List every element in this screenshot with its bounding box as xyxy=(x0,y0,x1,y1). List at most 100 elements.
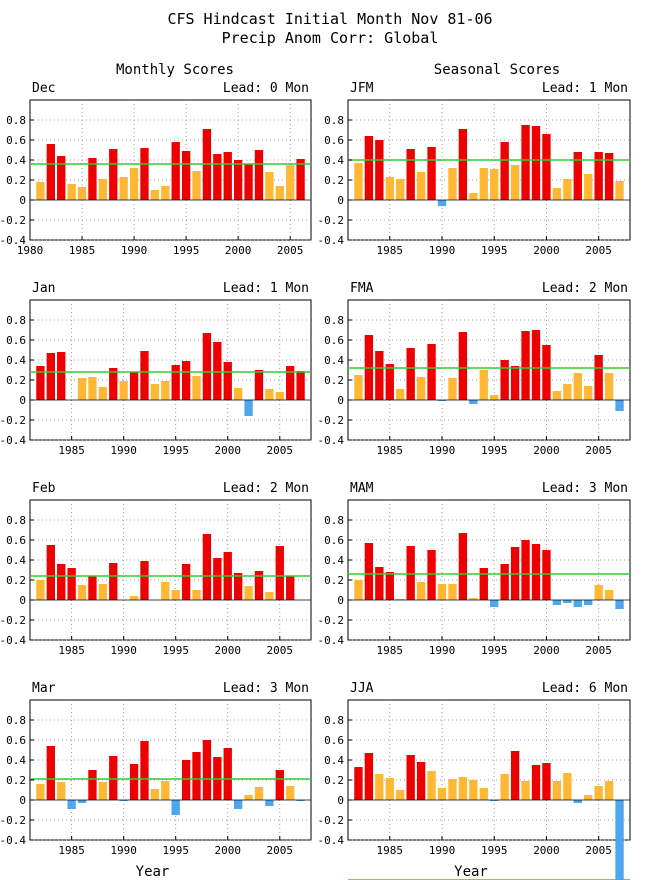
bar-1988 xyxy=(98,584,108,600)
plot-frame xyxy=(29,499,312,641)
bar-1992 xyxy=(458,129,468,200)
x-tick-label: 1995 xyxy=(162,644,189,657)
x-tick-label: 1995 xyxy=(162,844,189,857)
bar-1983 xyxy=(46,353,55,400)
x-tick-label: 1990 xyxy=(429,244,456,257)
plot-frame xyxy=(347,699,631,841)
figure-title-line1: CFS Hindcast Initial Month Nov 81-06 xyxy=(167,10,492,28)
bar-1984 xyxy=(375,140,384,200)
bar-1996 xyxy=(192,171,201,200)
bar-2001 xyxy=(552,391,562,400)
panel-lead-label: Lead: 3 Mon xyxy=(542,481,628,496)
bar-1987 xyxy=(406,149,415,200)
plot-frame xyxy=(29,299,312,441)
bar-1993 xyxy=(161,186,170,200)
panel-jfm: -0.4 -0.2 0 0.2 0.4 0.6 0.8 1985 1990 1995 2000 200… xyxy=(318,81,631,257)
bar-2004 xyxy=(265,592,274,600)
x-tick-label: 1990 xyxy=(429,444,456,457)
bar-1985 xyxy=(77,187,87,200)
bar-1985 xyxy=(385,177,394,200)
bar-1993 xyxy=(469,780,478,800)
y-tick-label: 0.4 xyxy=(324,154,344,167)
bar-2002 xyxy=(563,773,572,800)
y-tick-label: 0 xyxy=(19,794,26,807)
y-tick-label: 0.4 xyxy=(324,554,344,567)
bar-1985 xyxy=(385,778,394,800)
bar-1991 xyxy=(448,168,457,200)
bar-1983 xyxy=(364,136,374,200)
bar-1991 xyxy=(448,779,457,800)
bar-1984 xyxy=(57,564,66,600)
bar-2004 xyxy=(584,386,593,400)
bar-2001 xyxy=(233,800,243,809)
bar-1984 xyxy=(375,351,384,400)
x-tick-label: 2005 xyxy=(267,644,294,657)
x-tick-label: 1990 xyxy=(110,644,137,657)
panel-lead-label: Lead: 0 Mon xyxy=(223,81,309,96)
bar-2002 xyxy=(563,384,572,400)
bar-2006 xyxy=(604,153,614,200)
bar-2002 xyxy=(563,179,572,200)
bar-2007 xyxy=(615,600,624,609)
bar-1984 xyxy=(375,567,384,600)
panel-fma: -0.4 -0.2 0 0.2 0.4 0.6 0.8 1985 1990 1995 2000 200… xyxy=(318,281,631,457)
x-tick-label: 1985 xyxy=(58,444,85,457)
bar-1989 xyxy=(427,344,436,400)
panel-lead-label: Lead: 6 Mon xyxy=(542,681,628,696)
bar-1986 xyxy=(396,179,405,200)
y-tick-label: 0.6 xyxy=(6,334,26,347)
x-tick-label: 1985 xyxy=(377,444,404,457)
panel-lead-label: Lead: 2 Mon xyxy=(223,481,309,496)
y-tick-label: 0.6 xyxy=(324,134,344,147)
plot-frame xyxy=(29,99,312,241)
x-tick-label: 1990 xyxy=(110,444,137,457)
bar-1993 xyxy=(469,193,478,200)
y-tick-label: 0.2 xyxy=(6,174,26,187)
y-tick-label: 0.8 xyxy=(6,114,26,127)
bar-2006 xyxy=(604,781,614,800)
x-tick-label: 2005 xyxy=(267,844,294,857)
bar-1994 xyxy=(479,568,488,600)
bar-2002 xyxy=(244,795,253,800)
x-tick-label: 1995 xyxy=(481,444,508,457)
plot-frame xyxy=(29,699,312,841)
bar-1998 xyxy=(521,781,530,800)
panel-dec: -0.4 -0.2 0 0.2 0.4 0.6 0.8 1980 1985 1990 1995 200… xyxy=(0,81,312,257)
panel-mar: -0.4 -0.2 0 0.2 0.4 0.6 0.8 1985 1990 1995 2000 200… xyxy=(0,681,312,880)
x-tick-label: 1990 xyxy=(429,844,456,857)
bar-1996 xyxy=(181,361,191,400)
bar-2006 xyxy=(296,159,305,200)
y-tick-label: 0.4 xyxy=(324,754,344,767)
y-tick-label: 0.2 xyxy=(6,774,26,787)
bar-2006 xyxy=(286,576,295,600)
y-tick-label: 0.8 xyxy=(324,114,344,127)
y-tick-label: -0.4 xyxy=(0,634,26,647)
bar-1997 xyxy=(510,165,520,200)
bar-1988 xyxy=(416,172,426,200)
bar-1987 xyxy=(98,179,108,200)
bar-1989 xyxy=(119,177,128,200)
seasonal-scores-header: Seasonal Scores xyxy=(434,62,560,78)
bar-2007 xyxy=(615,181,624,200)
bar-1992 xyxy=(150,190,160,200)
bar-1986 xyxy=(77,585,87,600)
bar-1999 xyxy=(531,544,541,600)
x-tick-label: 2005 xyxy=(585,644,612,657)
panel-period-label: Mar xyxy=(32,681,56,696)
bar-2001 xyxy=(552,781,562,800)
bar-2006 xyxy=(604,590,614,600)
plot-frame xyxy=(347,499,631,641)
bar-2001 xyxy=(244,164,253,200)
y-tick-label: 0 xyxy=(337,594,344,607)
bar-2004 xyxy=(584,174,593,200)
bar-1986 xyxy=(88,158,97,200)
x-tick-label: 2005 xyxy=(585,844,612,857)
bar-1989 xyxy=(109,563,118,600)
bar-1989 xyxy=(109,756,118,800)
bar-1990 xyxy=(129,168,139,200)
bar-2005 xyxy=(594,152,603,200)
panel-lead-label: Lead: 1 Mon xyxy=(542,81,628,96)
y-tick-label: -0.4 xyxy=(318,634,345,647)
y-tick-label: -0.2 xyxy=(318,814,345,827)
bar-1989 xyxy=(427,771,436,800)
